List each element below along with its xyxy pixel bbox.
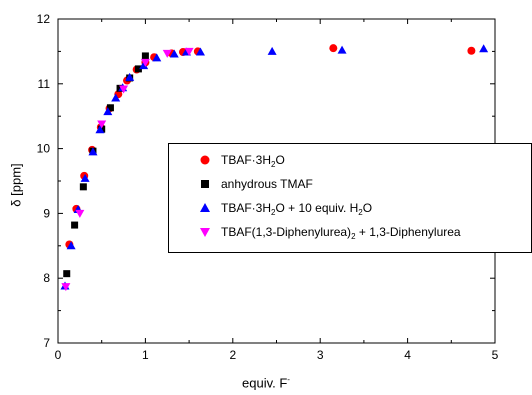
x-tick-label: 3 xyxy=(317,348,324,362)
legend-label: TBAF(1,3-Diphenylurea)2 + 1,3-Diphenylur… xyxy=(221,225,461,241)
data-point-square xyxy=(141,52,149,60)
y-axis-label: δ [ppm] xyxy=(8,163,24,207)
data-point-triangle-up xyxy=(195,47,205,56)
data-point-triangle-down xyxy=(61,283,71,292)
data-point-circle xyxy=(467,46,476,55)
data-point-triangle-up xyxy=(111,93,121,102)
data-point-triangle-up xyxy=(80,173,90,182)
data-point-triangle-up xyxy=(267,46,277,55)
data-point-square xyxy=(71,221,79,229)
data-point-square xyxy=(63,270,71,278)
y-tick-label: 8 xyxy=(43,271,50,285)
y-tick-label: 7 xyxy=(43,336,50,350)
legend-marker-circle xyxy=(200,155,210,165)
legend-label: TBAF·3H2O + 10 equiv. H2O xyxy=(221,201,373,217)
data-point-triangle-up xyxy=(66,241,76,250)
data-point-triangle-up xyxy=(95,125,105,134)
legend-label: TBAF·3H2O xyxy=(221,153,285,169)
x-axis-label-sup: - xyxy=(287,375,290,384)
data-point-triangle-up xyxy=(152,53,162,62)
data-point-triangle-up xyxy=(479,44,489,53)
data-point-triangle-up xyxy=(337,45,347,54)
data-points xyxy=(60,44,489,292)
y-tick-label: 12 xyxy=(37,12,51,26)
data-point-circle xyxy=(329,44,338,53)
legend-marker-triangle-up xyxy=(200,203,210,212)
legend-marker-triangle-down xyxy=(200,228,210,237)
data-point-triangle-down xyxy=(184,47,194,56)
data-point-triangle-up xyxy=(88,147,98,156)
x-axis-label-main: equiv. F xyxy=(242,375,288,391)
y-tick-label: 11 xyxy=(38,77,51,91)
data-point-triangle-down xyxy=(75,209,85,218)
data-point-triangle-up xyxy=(169,49,179,58)
data-point-square xyxy=(106,104,114,112)
data-point-triangle-down xyxy=(97,120,107,129)
x-tick-label: 0 xyxy=(55,348,62,362)
legend-label: anhydrous TMAF xyxy=(221,177,313,191)
x-axis-label: equiv. F- xyxy=(242,375,290,390)
x-tick-label: 1 xyxy=(142,348,149,362)
data-point-triangle-down xyxy=(119,85,129,94)
y-tick-label: 9 xyxy=(43,206,50,220)
x-tick-label: 5 xyxy=(492,348,499,362)
legend: TBAF·3H2O anhydrous TMAF TBAF·3H2O + 10 … xyxy=(168,143,532,253)
data-point-triangle-down xyxy=(140,58,150,67)
x-tick-label: 2 xyxy=(229,348,236,362)
data-point-triangle-up xyxy=(125,72,135,81)
legend-marker-square xyxy=(201,180,209,188)
y-tick-label: 10 xyxy=(37,142,51,156)
data-point-triangle-up xyxy=(103,107,113,116)
x-tick-label: 4 xyxy=(404,348,411,362)
data-point-triangle-down xyxy=(162,49,172,58)
data-point-square xyxy=(134,65,142,73)
data-point-triangle-up xyxy=(139,61,149,70)
data-point-square xyxy=(79,183,87,191)
